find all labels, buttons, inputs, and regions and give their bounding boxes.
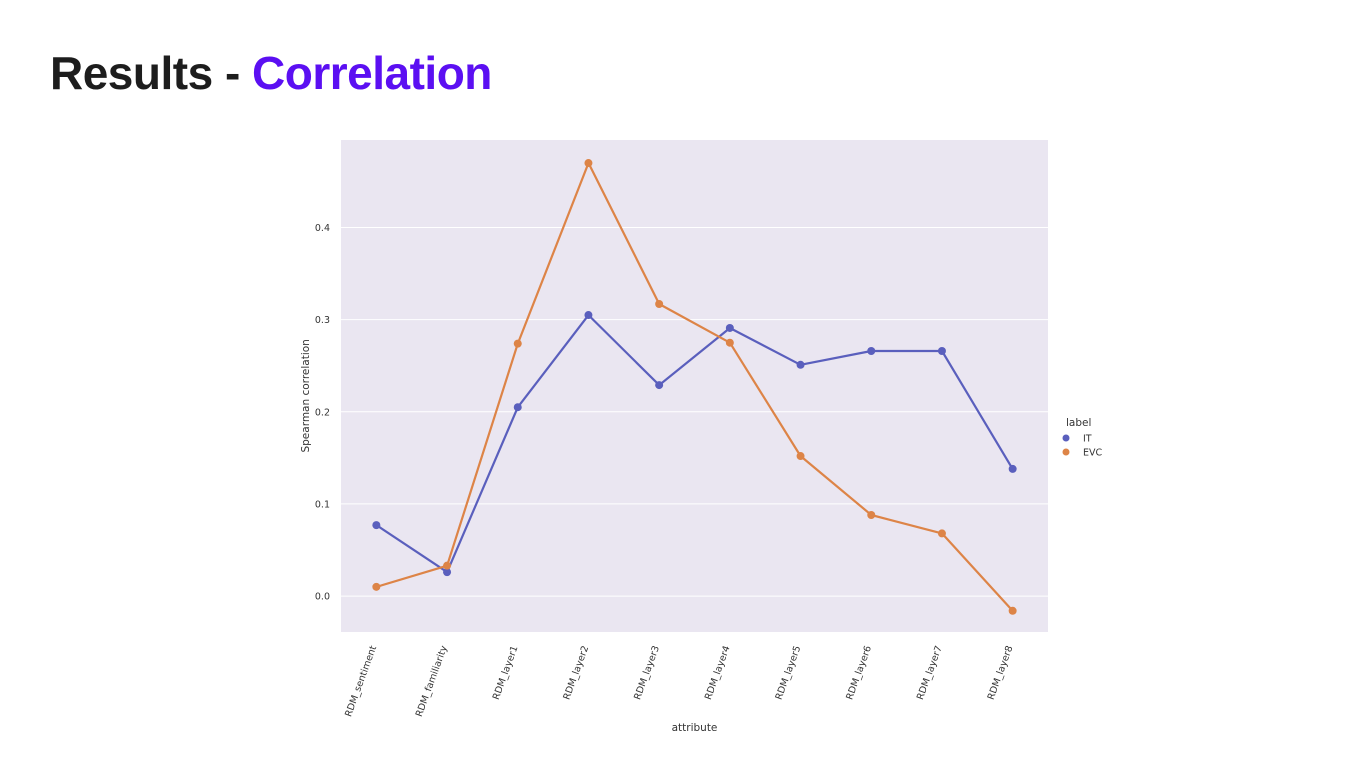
data-point-it: [443, 568, 452, 577]
x-tick-label: RDM_layer8: [986, 644, 1016, 701]
legend: label IT EVC: [1062, 417, 1103, 459]
data-point-it: [867, 346, 876, 355]
data-point-evc: [937, 529, 946, 538]
x-tick-label: RDM_familiarity: [414, 644, 450, 719]
x-axis-ticks: RDM_sentiment RDM_familiarity RDM_layer1 RD…: [343, 644, 1015, 719]
data-point-it: [937, 346, 946, 355]
data-point-it: [796, 360, 805, 369]
x-tick-label: RDM_layer7: [915, 644, 945, 701]
x-tick-label: RDM_layer4: [703, 644, 733, 701]
data-point-evc: [867, 510, 876, 519]
slide-title: Results - Correlation: [50, 46, 492, 100]
legend-marker-it: [1062, 434, 1070, 442]
data-point-evc: [584, 159, 593, 168]
data-point-evc: [725, 338, 734, 347]
data-point-evc: [655, 300, 664, 308]
legend-title: label: [1066, 417, 1091, 429]
data-point-it: [584, 311, 593, 320]
series-line-evc: [376, 161, 1014, 612]
x-axis-label: attribute: [672, 722, 718, 734]
y-tick-label: 0.3: [315, 315, 330, 326]
data-point-it: [372, 521, 381, 530]
x-tick-label: RDM_layer6: [844, 644, 874, 701]
data-point-it: [725, 323, 734, 332]
data-point-evc: [796, 452, 805, 461]
y-tick-label: 0.2: [315, 407, 330, 418]
data-point-evc: [513, 339, 522, 348]
series-layer: [372, 159, 1017, 615]
data-point-evc: [1008, 606, 1017, 615]
data-point-evc: [443, 561, 452, 570]
data-point-evc: [372, 582, 381, 591]
y-tick-label: 0.1: [315, 499, 330, 510]
plot-area: [341, 140, 1048, 632]
slide-title-prefix: Results -: [50, 47, 253, 99]
legend-label-it: IT: [1083, 434, 1092, 445]
y-tick-label: 0.0: [315, 592, 330, 603]
x-tick-label: RDM_layer2: [562, 644, 592, 701]
legend-label-evc: EVC: [1083, 448, 1103, 459]
data-point-it: [513, 403, 522, 412]
series-line-it: [375, 314, 1014, 574]
data-point-it: [1008, 464, 1017, 473]
legend-marker-evc: [1062, 448, 1070, 456]
y-axis-label: Spearman correlation: [300, 339, 312, 452]
x-tick-label: RDM_sentiment: [343, 644, 379, 718]
data-point-it: [655, 381, 664, 390]
x-tick-label: RDM_layer3: [632, 644, 662, 701]
y-axis-ticks: 0.0 0.1 0.2 0.3 0.4: [315, 223, 330, 603]
x-tick-label: RDM_layer1: [491, 644, 521, 701]
slide-title-highlight: Correlation: [252, 47, 492, 99]
x-tick-label: RDM_layer5: [774, 644, 804, 701]
gridlines: [341, 227, 1048, 597]
y-tick-label: 0.4: [315, 223, 330, 234]
